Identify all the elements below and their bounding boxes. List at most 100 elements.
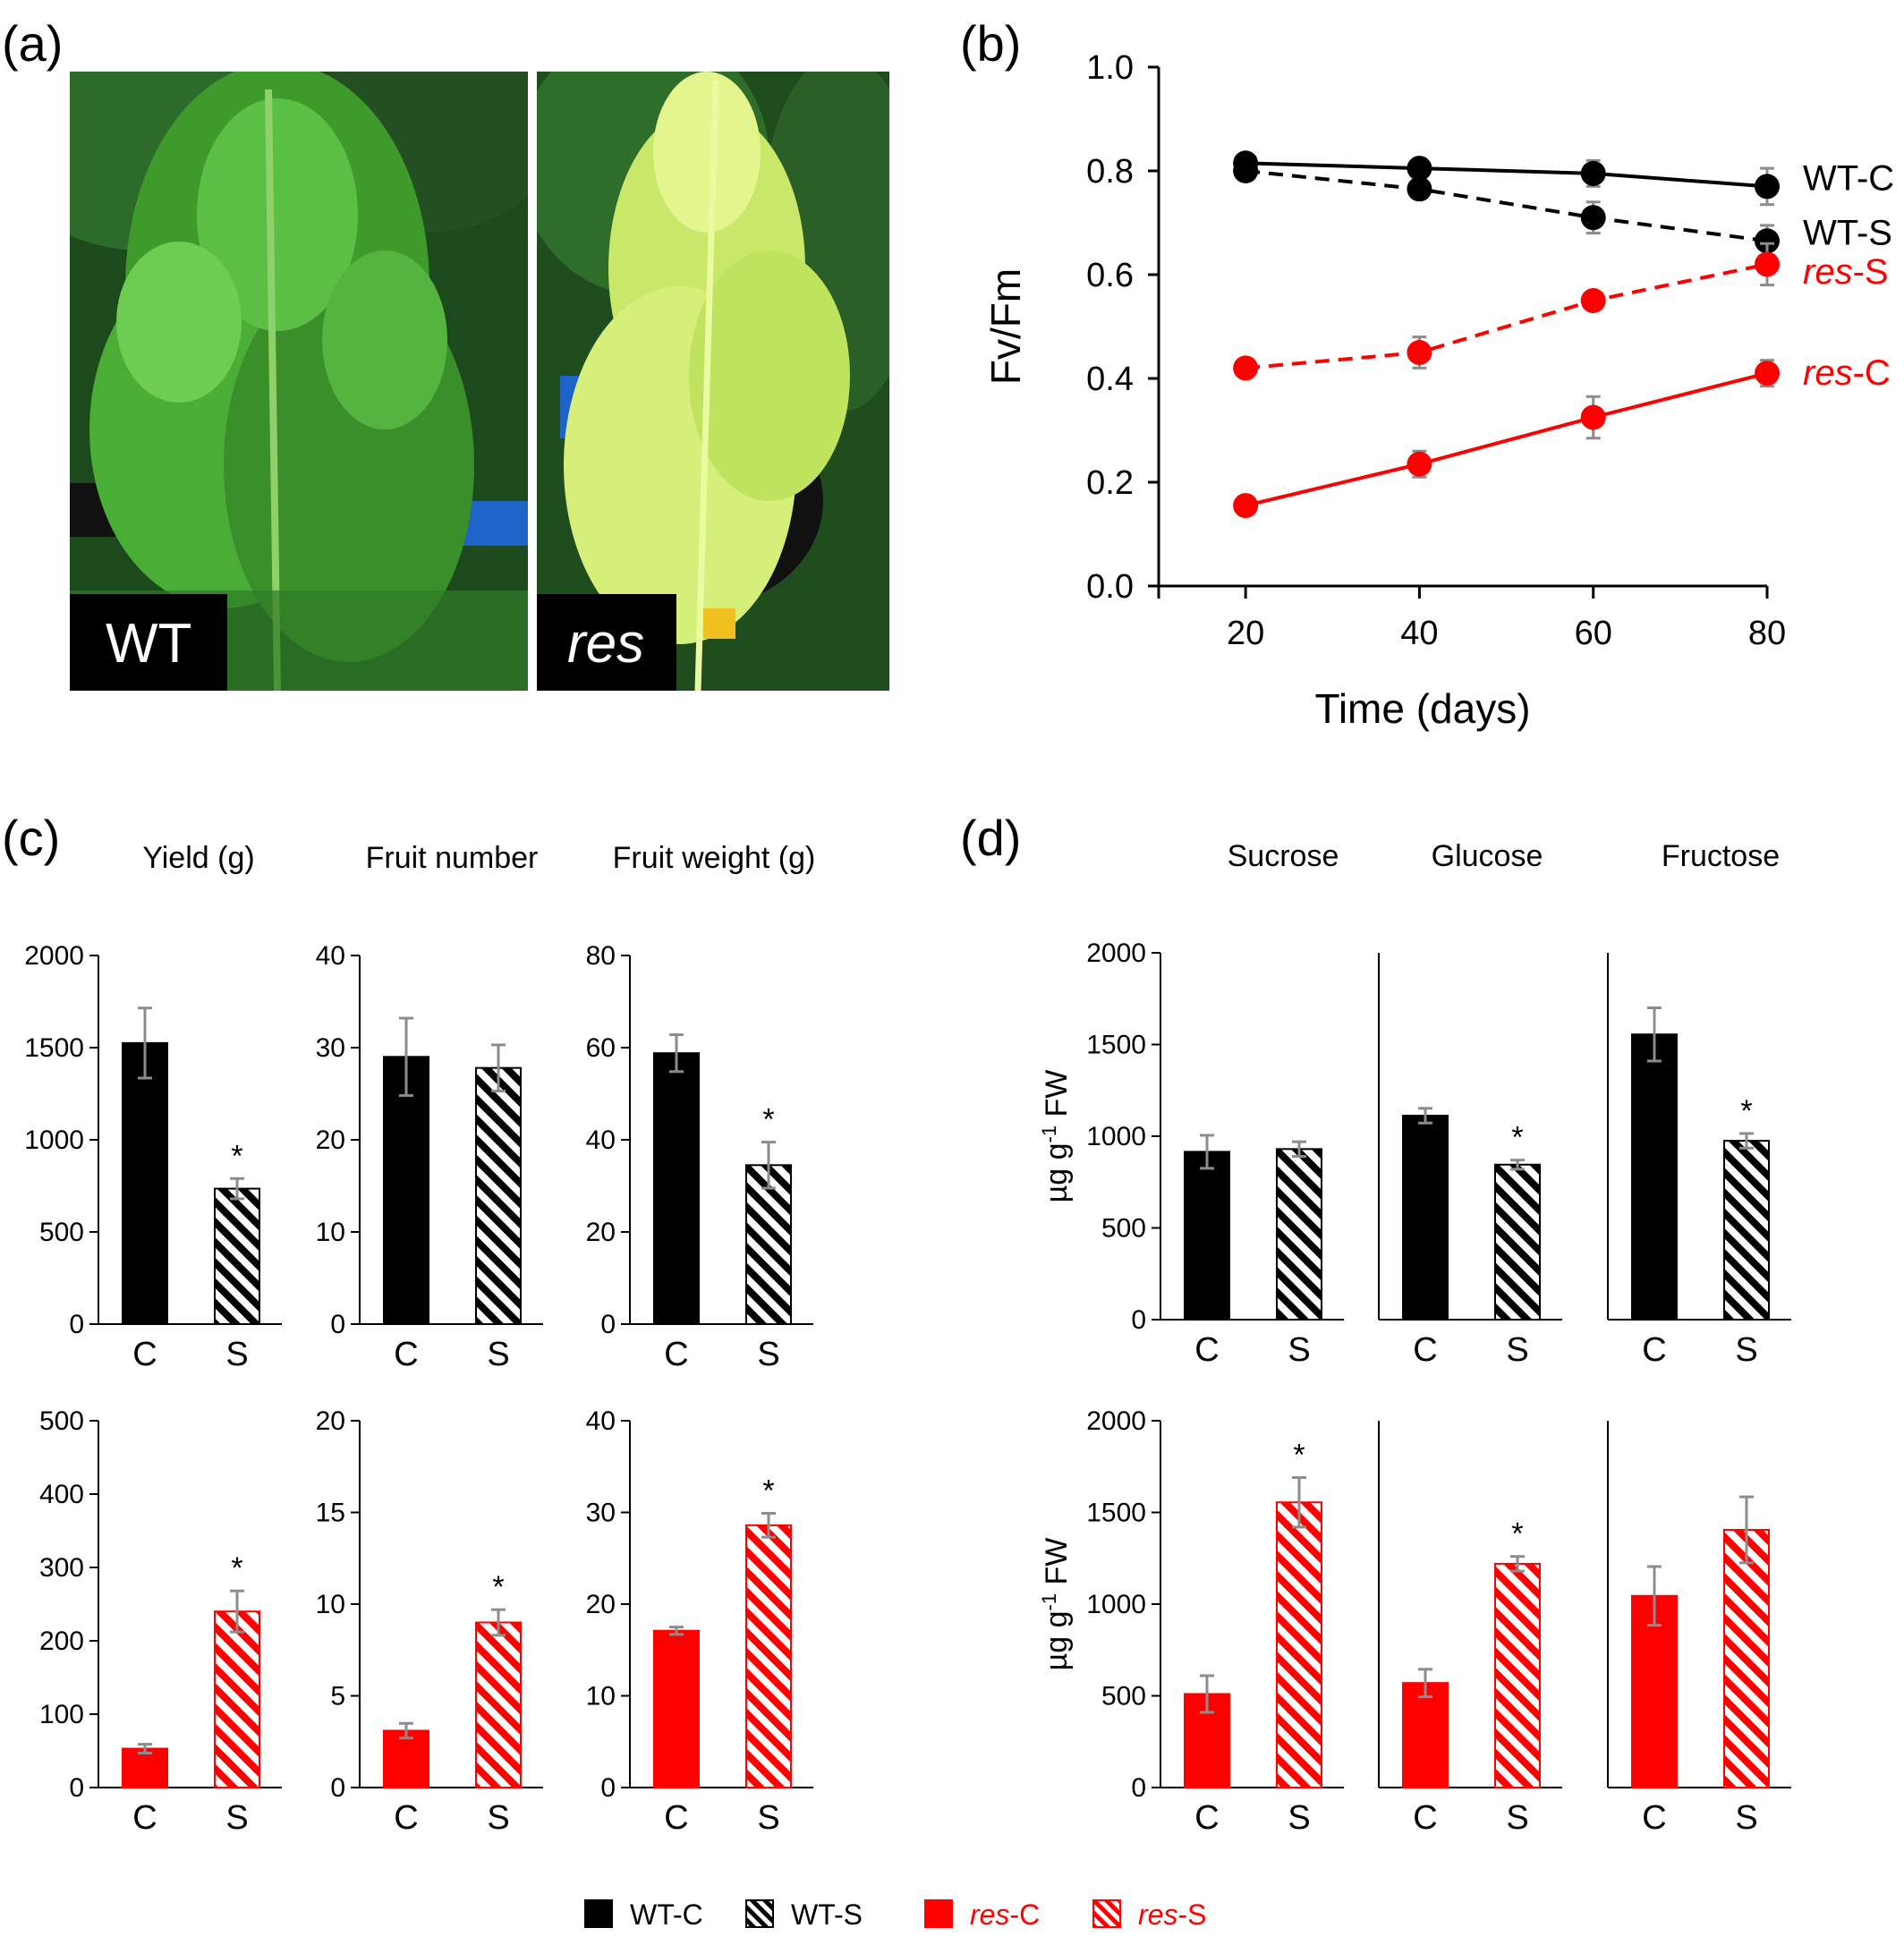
bar-control	[653, 1052, 700, 1326]
x-category-label: S	[1288, 1331, 1310, 1369]
x-category-label: C	[664, 1336, 688, 1373]
y-tick-label: 2000	[24, 941, 84, 971]
legend-label-prefix: res	[970, 1898, 1009, 1931]
subplot-WT-0: 0 500 1000 1500 2000 C S	[1086, 939, 1344, 1369]
bar-stress	[214, 1187, 260, 1325]
data-point	[1580, 205, 1606, 231]
y-tick-label: 20	[316, 1406, 345, 1436]
y-tick-label: 300	[39, 1553, 84, 1583]
legend-label-prefix: WT	[630, 1898, 674, 1931]
x-category-label: C	[1194, 1799, 1219, 1837]
res-plant-photo	[537, 72, 889, 691]
x-category-label: S	[1735, 1331, 1757, 1369]
y-axis-title-main: µg g	[1040, 1611, 1074, 1671]
data-point	[1755, 361, 1780, 386]
data-point	[1580, 160, 1606, 186]
legend-swatch	[745, 1899, 774, 1928]
y-axis-title: µg g-1 FW	[1038, 1538, 1074, 1671]
significance-star: *	[1511, 1517, 1523, 1551]
x-category-label: C	[132, 1799, 157, 1837]
data-point	[1233, 355, 1259, 381]
y-tick-label: 0.0	[1086, 568, 1134, 606]
y-tick-label: 10	[316, 1590, 345, 1619]
y-tick-label: 1000	[24, 1125, 84, 1155]
series-label: res-S	[1803, 252, 1889, 292]
y-tick-label: 2000	[1086, 1406, 1146, 1436]
legend: WT-C WT-S res-C res-S	[584, 1898, 1206, 1931]
bar-control	[1402, 1682, 1449, 1789]
y-tick-label: 30	[586, 1499, 616, 1528]
y-tick-label: 500	[1101, 1214, 1146, 1244]
y-tick-label: 20	[586, 1590, 616, 1619]
subplot-res-1: 0 5 10 15 20 C * S	[316, 1406, 543, 1837]
series-label-prefix: WT	[1803, 214, 1858, 253]
x-tick-label: 40	[1400, 615, 1438, 652]
res-photo-tag: res	[567, 613, 644, 675]
bar-stress	[1723, 1528, 1770, 1788]
subplot-WT-1: C * S	[1378, 953, 1562, 1369]
subplot-title: Glucose	[1432, 839, 1543, 873]
wt-photo-tag: WT	[106, 613, 191, 675]
y-tick-label: 60	[586, 1033, 616, 1063]
y-tick-label: 0	[69, 1310, 84, 1339]
y-axis-title: µg g-1 FW	[1038, 1070, 1074, 1203]
x-category-label: S	[225, 1799, 248, 1837]
bar-control	[383, 1056, 429, 1326]
bar-control	[122, 1747, 168, 1789]
y-axis-title-sup: -1	[1038, 1125, 1060, 1143]
subplot-WT-2: 0 20 40 60 80 C * S	[586, 941, 813, 1373]
significance-star: *	[231, 1139, 242, 1173]
y-tick-label: 0.8	[1086, 153, 1134, 191]
data-point	[1233, 158, 1259, 183]
significance-star: *	[492, 1570, 504, 1604]
bar-stress	[1494, 1562, 1541, 1789]
x-category-label: C	[1642, 1331, 1666, 1369]
subplot-res-1: C * S	[1378, 1421, 1562, 1837]
significance-star: *	[762, 1474, 774, 1508]
bar-control	[1184, 1151, 1230, 1321]
series-label-suffix: -C	[1853, 353, 1891, 393]
legend-swatch	[584, 1899, 613, 1928]
wt-photo-tag-box	[70, 594, 227, 691]
x-category-label: C	[394, 1799, 418, 1837]
bar-control	[1631, 1594, 1678, 1789]
legend-swatch	[1092, 1899, 1121, 1928]
y-tick-label: 1000	[1086, 1590, 1146, 1619]
bar-stress	[1276, 1148, 1322, 1321]
x-category-label: S	[487, 1336, 509, 1373]
data-point	[1755, 251, 1780, 277]
y-tick-label: 20	[586, 1218, 616, 1247]
series-label-prefix: WT	[1803, 159, 1858, 199]
series-label-suffix: -C	[1857, 159, 1894, 199]
subplot-WT-0: 0 500 1000 1500 2000 C * S	[24, 941, 282, 1373]
data-point	[1407, 176, 1432, 202]
fvfm-line-chart: 0.0 0.2 0.4 0.6 0.8 1.0 20 40 60 80 Time (days) Fv/…	[982, 49, 1894, 732]
bar-control	[1631, 1033, 1678, 1321]
bar-stress	[1723, 1140, 1770, 1321]
y-tick-label: 10	[586, 1682, 616, 1711]
data-point	[1755, 228, 1780, 254]
x-category-label: C	[1413, 1331, 1437, 1369]
x-tick-label: 60	[1575, 615, 1612, 652]
data-point	[1755, 174, 1780, 200]
series-res-S: res-S	[1233, 242, 1889, 381]
bar-control	[653, 1629, 700, 1788]
y-tick-label: 0	[1131, 1773, 1146, 1803]
series-label-prefix: res	[1803, 252, 1853, 292]
y-axis-title-tail: FW	[1040, 1070, 1074, 1125]
bar-stress	[214, 1610, 260, 1788]
x-tick-label: 20	[1227, 615, 1264, 652]
y-tick-label: 40	[316, 941, 345, 971]
y-tick-label: 0	[330, 1773, 345, 1803]
series-label: WT-S	[1803, 214, 1892, 253]
x-category-label: C	[132, 1336, 157, 1373]
subplot-res-0: 0 500 1000 1500 2000 C * S	[1086, 1406, 1344, 1837]
series-line	[1245, 371, 1768, 508]
panel-label-b: (b)	[960, 15, 1021, 72]
y-axis-title-sup: -1	[1038, 1593, 1060, 1611]
bar-stress	[1494, 1163, 1541, 1321]
y-tick-label: 30	[316, 1033, 345, 1063]
